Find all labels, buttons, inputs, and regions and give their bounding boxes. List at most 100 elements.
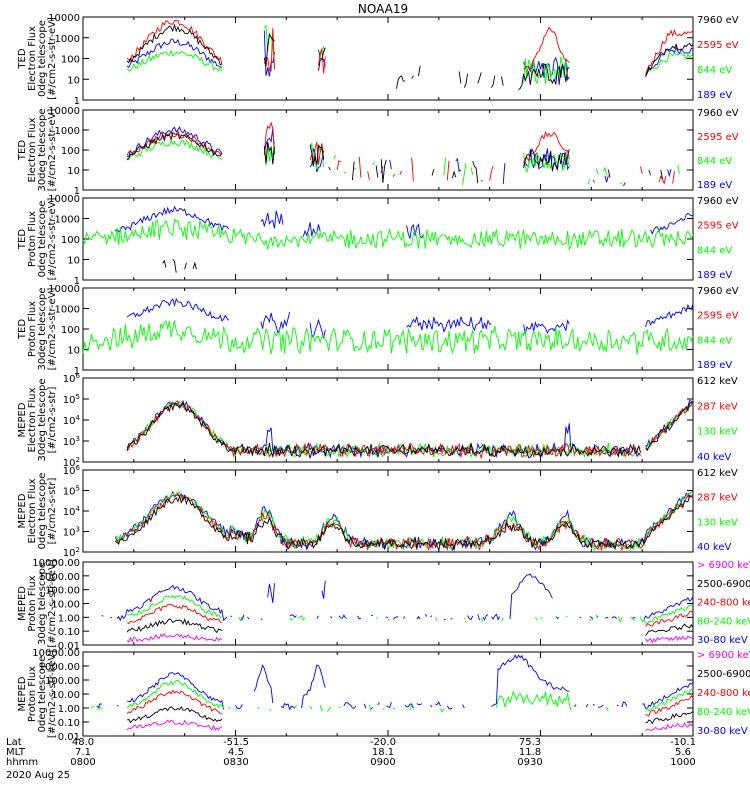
y-tick-label: 10000.00 — [32, 558, 80, 569]
legend-entry: 844 eV — [697, 335, 732, 346]
panel-frame — [82, 16, 694, 101]
series-line — [114, 492, 694, 551]
series-line — [126, 618, 694, 636]
legend-entry: 7960 eV — [697, 196, 739, 207]
y-tick-label: 0.01 — [58, 732, 80, 743]
legend-entry: 2500-6900 — [697, 579, 750, 590]
y-axis-label: TEDProton Flux0deg telescope[#/cm2-s-str… — [17, 198, 58, 281]
y-tick-label: 103 — [63, 435, 80, 448]
panel-2: 10000 1000 100 10 1 TEDElectron Flux30deg tel… — [17, 106, 739, 197]
axis-row-label: Lat — [6, 737, 22, 748]
series-line — [127, 594, 694, 625]
axis-row-value: 0900 — [370, 757, 395, 768]
y-axis-label: MEPEDElectron Flux30deg telescope[#/cm2-… — [17, 378, 58, 461]
legend-entry: 189 eV — [697, 270, 732, 281]
y-tick-label: 10000 — [48, 284, 80, 295]
y-tick-label: 100.00 — [45, 586, 80, 597]
series-line — [114, 205, 694, 239]
series-line — [126, 633, 694, 644]
y-tick-label: 1000 — [55, 305, 80, 316]
y-tick-label: 1.00 — [58, 704, 80, 715]
legend-entry: 2595 eV — [697, 40, 739, 51]
y-tick-label: 105 — [63, 485, 80, 498]
y-tick-label: 100 — [61, 55, 80, 66]
legend-entry: 130 keV — [697, 427, 738, 438]
series-line — [126, 297, 694, 339]
legend-entry: 2595 eV — [697, 132, 739, 143]
legend-entry: 189 eV — [697, 180, 732, 191]
series-line — [126, 23, 694, 91]
legend-entry: 189 eV — [697, 90, 732, 101]
legend-entry: 287 keV — [697, 493, 738, 504]
legend-entry: 7960 eV — [697, 286, 739, 297]
axis-row-value: -20.0 — [370, 737, 396, 748]
y-tick-label: 10000 — [48, 194, 80, 205]
y-tick-label: 1000.00 — [39, 572, 80, 583]
axis-row-value: 0930 — [517, 757, 542, 768]
panel-frame — [82, 561, 694, 646]
legend-entry: 240-800 keV — [697, 688, 750, 699]
y-tick-label: 1 — [74, 96, 80, 107]
legend-entry: 130 keV — [697, 517, 738, 528]
y-tick-label: 0.10 — [58, 718, 80, 729]
series-line — [114, 494, 694, 553]
y-tick-label: 10000 — [48, 106, 80, 117]
y-tick-label: 104 — [63, 505, 81, 518]
panel-frame — [82, 287, 694, 371]
y-axis-label: TEDElectron Flux30deg telescope[#/cm2-s-… — [17, 108, 58, 191]
plot-title: NOAA19 — [358, 2, 408, 16]
y-tick-label: 106 — [63, 372, 81, 385]
y-tick-label: 1000 — [55, 34, 80, 45]
y-axis-label: MEPEDProton Flux0deg telescope[#/cm2-s-s… — [17, 650, 58, 738]
legend-entry: 40 keV — [697, 452, 731, 463]
y-axis-label: MEPEDProton Flux30deg telescope[#/cm2-s-… — [17, 559, 58, 647]
legend-entry: 80-240 keV — [697, 616, 750, 627]
y-tick-label: 1 — [74, 186, 80, 197]
series-line — [126, 719, 694, 732]
legend-entry: 7960 eV — [697, 15, 739, 26]
y-axis-label: MEPEDElectron Flux0deg telescope[#/cm2-s… — [17, 473, 58, 550]
y-tick-label: 106 — [63, 464, 81, 477]
y-tick-label: 1.00 — [58, 613, 80, 624]
legend-entry: 80-240 keV — [697, 707, 750, 718]
y-tick-label: 10 — [67, 256, 80, 267]
series-line — [162, 259, 197, 273]
legend-entry: 844 eV — [697, 156, 732, 167]
y-tick-label: 10000.00 — [32, 648, 80, 659]
y-tick-label: 10000 — [48, 13, 80, 24]
y-tick-label: 10.00 — [51, 690, 80, 701]
axis-row-value: 0830 — [223, 757, 248, 768]
legend-entry: 40 keV — [697, 542, 731, 553]
y-axis-label: TEDProton Flux30deg telescope[#/cm2-s-st… — [17, 287, 58, 370]
series-line — [126, 19, 694, 76]
legend-entry: 844 eV — [697, 245, 732, 256]
legend-entry: 287 keV — [697, 401, 738, 412]
series-line — [82, 218, 694, 251]
legend-entry: 30-80 keV — [697, 635, 748, 646]
legend-entry: 612 keV — [697, 468, 738, 479]
axis-row-value: 5.6 — [675, 747, 691, 758]
legend-entry: 7960 eV — [697, 108, 739, 119]
series-line — [126, 706, 694, 725]
series-line — [126, 30, 694, 86]
y-tick-label: 100 — [61, 146, 80, 157]
date-label: 2020 Aug 25 — [6, 770, 70, 781]
axis-row-value: 4.5 — [228, 747, 244, 758]
series-line — [126, 121, 675, 185]
series-line — [127, 127, 679, 186]
y-tick-label: 1000 — [55, 215, 80, 226]
axis-row-value: 75.3 — [519, 737, 541, 748]
y-axis-label: TEDElectron Flux0deg telescope[#/cm2-s-s… — [17, 17, 58, 100]
y-tick-label: 103 — [63, 526, 80, 539]
series-line — [115, 491, 694, 551]
axis-row-label: MLT — [6, 747, 26, 758]
series-line — [126, 138, 680, 185]
y-tick-label: 1000 — [55, 126, 80, 137]
legend-entry: > 6900 keV — [697, 650, 750, 661]
series-line — [91, 679, 694, 713]
panel-frame — [82, 109, 694, 191]
